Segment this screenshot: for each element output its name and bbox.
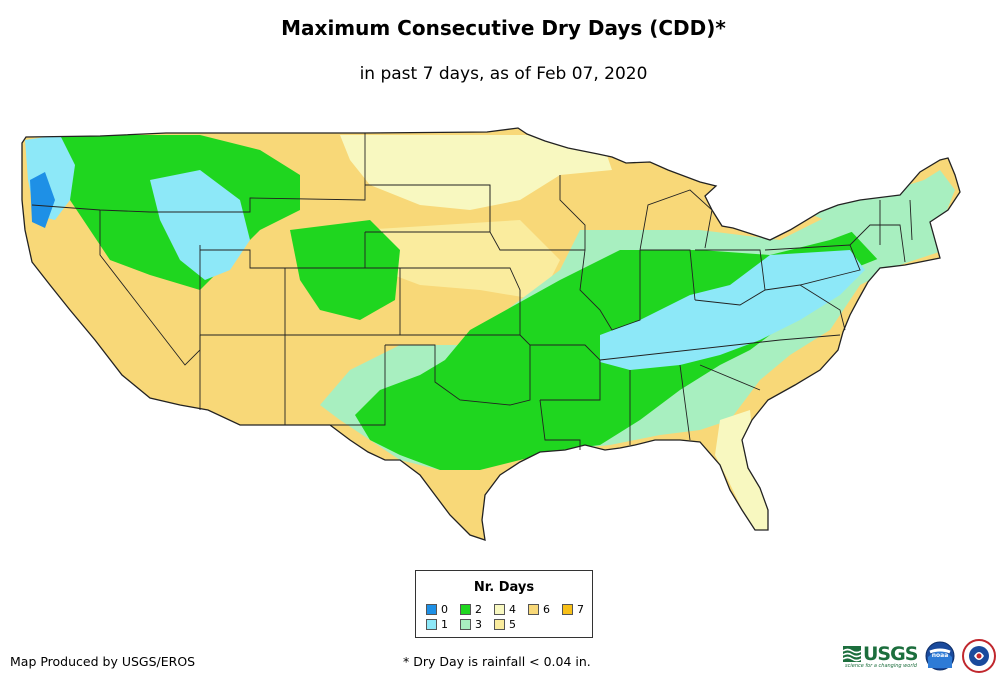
legend-label-3: 3 [475,618,482,631]
border-indiana [640,249,696,301]
legend-title: Nr. Days [473,580,535,595]
legend-label-2: 2 [475,603,482,616]
zone-4-north [340,135,612,210]
legend-item-2: 2 [460,604,482,616]
legend-item-4: 4 [494,604,516,616]
legend-label-7: 7 [577,603,584,616]
border-virginia [799,284,846,331]
usgs-tagline: science for a changing world [845,663,917,669]
noaa-logo-icon: noaa [925,641,955,671]
legend-item-5: 5 [494,619,516,631]
legend-label-5: 5 [509,618,516,631]
legend-item-6: 6 [528,604,550,616]
legend-item-1: 1 [426,619,448,631]
legend-item-0: 0 [426,604,448,616]
zone-0-coast [30,172,55,228]
border-pennsylvania [764,244,861,291]
border-illinois [579,249,641,331]
legend-label-1: 1 [441,618,448,631]
legend-swatch-0 [426,604,437,615]
legend-item-7: 7 [562,604,584,616]
border-utah [200,249,286,336]
border-michigan [639,189,713,251]
map-title: Maximum Consecutive Dry Days (CDD)* [281,16,726,40]
border-louisiana [539,399,581,450]
legend-swatch-4 [494,604,505,615]
map-subtitle: in past 7 days, as of Feb 07, 2020 [359,64,648,84]
border-southeast [629,364,761,445]
zone-3-northeast [800,170,955,262]
dry-day-footnote: * Dry Day is rainfall < 0.04 in. [403,654,591,669]
zone-2-colorado [290,220,400,320]
producer-credit: Map Produced by USGS/EROS [10,654,196,669]
zone-5-plains [360,220,560,300]
border-nevada [99,210,201,366]
border-tn-ky [599,334,841,361]
zone-1-mountain [150,170,250,280]
legend-swatch-7 [562,604,573,615]
zone-4-florida [715,410,770,532]
usgs-wave-icon [843,646,861,662]
border-oklahoma [385,334,531,406]
border-new-england [849,199,913,263]
legend-swatch-6 [528,604,539,615]
legend-label-4: 4 [509,603,516,616]
legend-item-3: 3 [460,619,482,631]
legend-swatch-5 [494,619,505,630]
noaa-wordmark: noaa [932,652,949,659]
legend-swatch-3 [460,619,471,630]
usgs-logo: USGS science for a changing world [843,643,919,669]
legend-label-6: 6 [543,603,550,616]
border-texas-west [330,345,386,426]
zone-1-ohio-valley [600,250,865,370]
legend-swatch-2 [460,604,471,615]
nws-logo-icon [962,639,996,673]
legend-swatch-1 [426,619,437,630]
border-kansas [400,267,521,335]
legend: Nr. Days 0 1 2 3 4 5 6 7 [415,570,593,638]
usgs-wordmark: USGS [863,643,918,665]
legend-label-0: 0 [441,603,448,616]
state-borders [31,133,913,450]
us-outline [21,127,961,541]
